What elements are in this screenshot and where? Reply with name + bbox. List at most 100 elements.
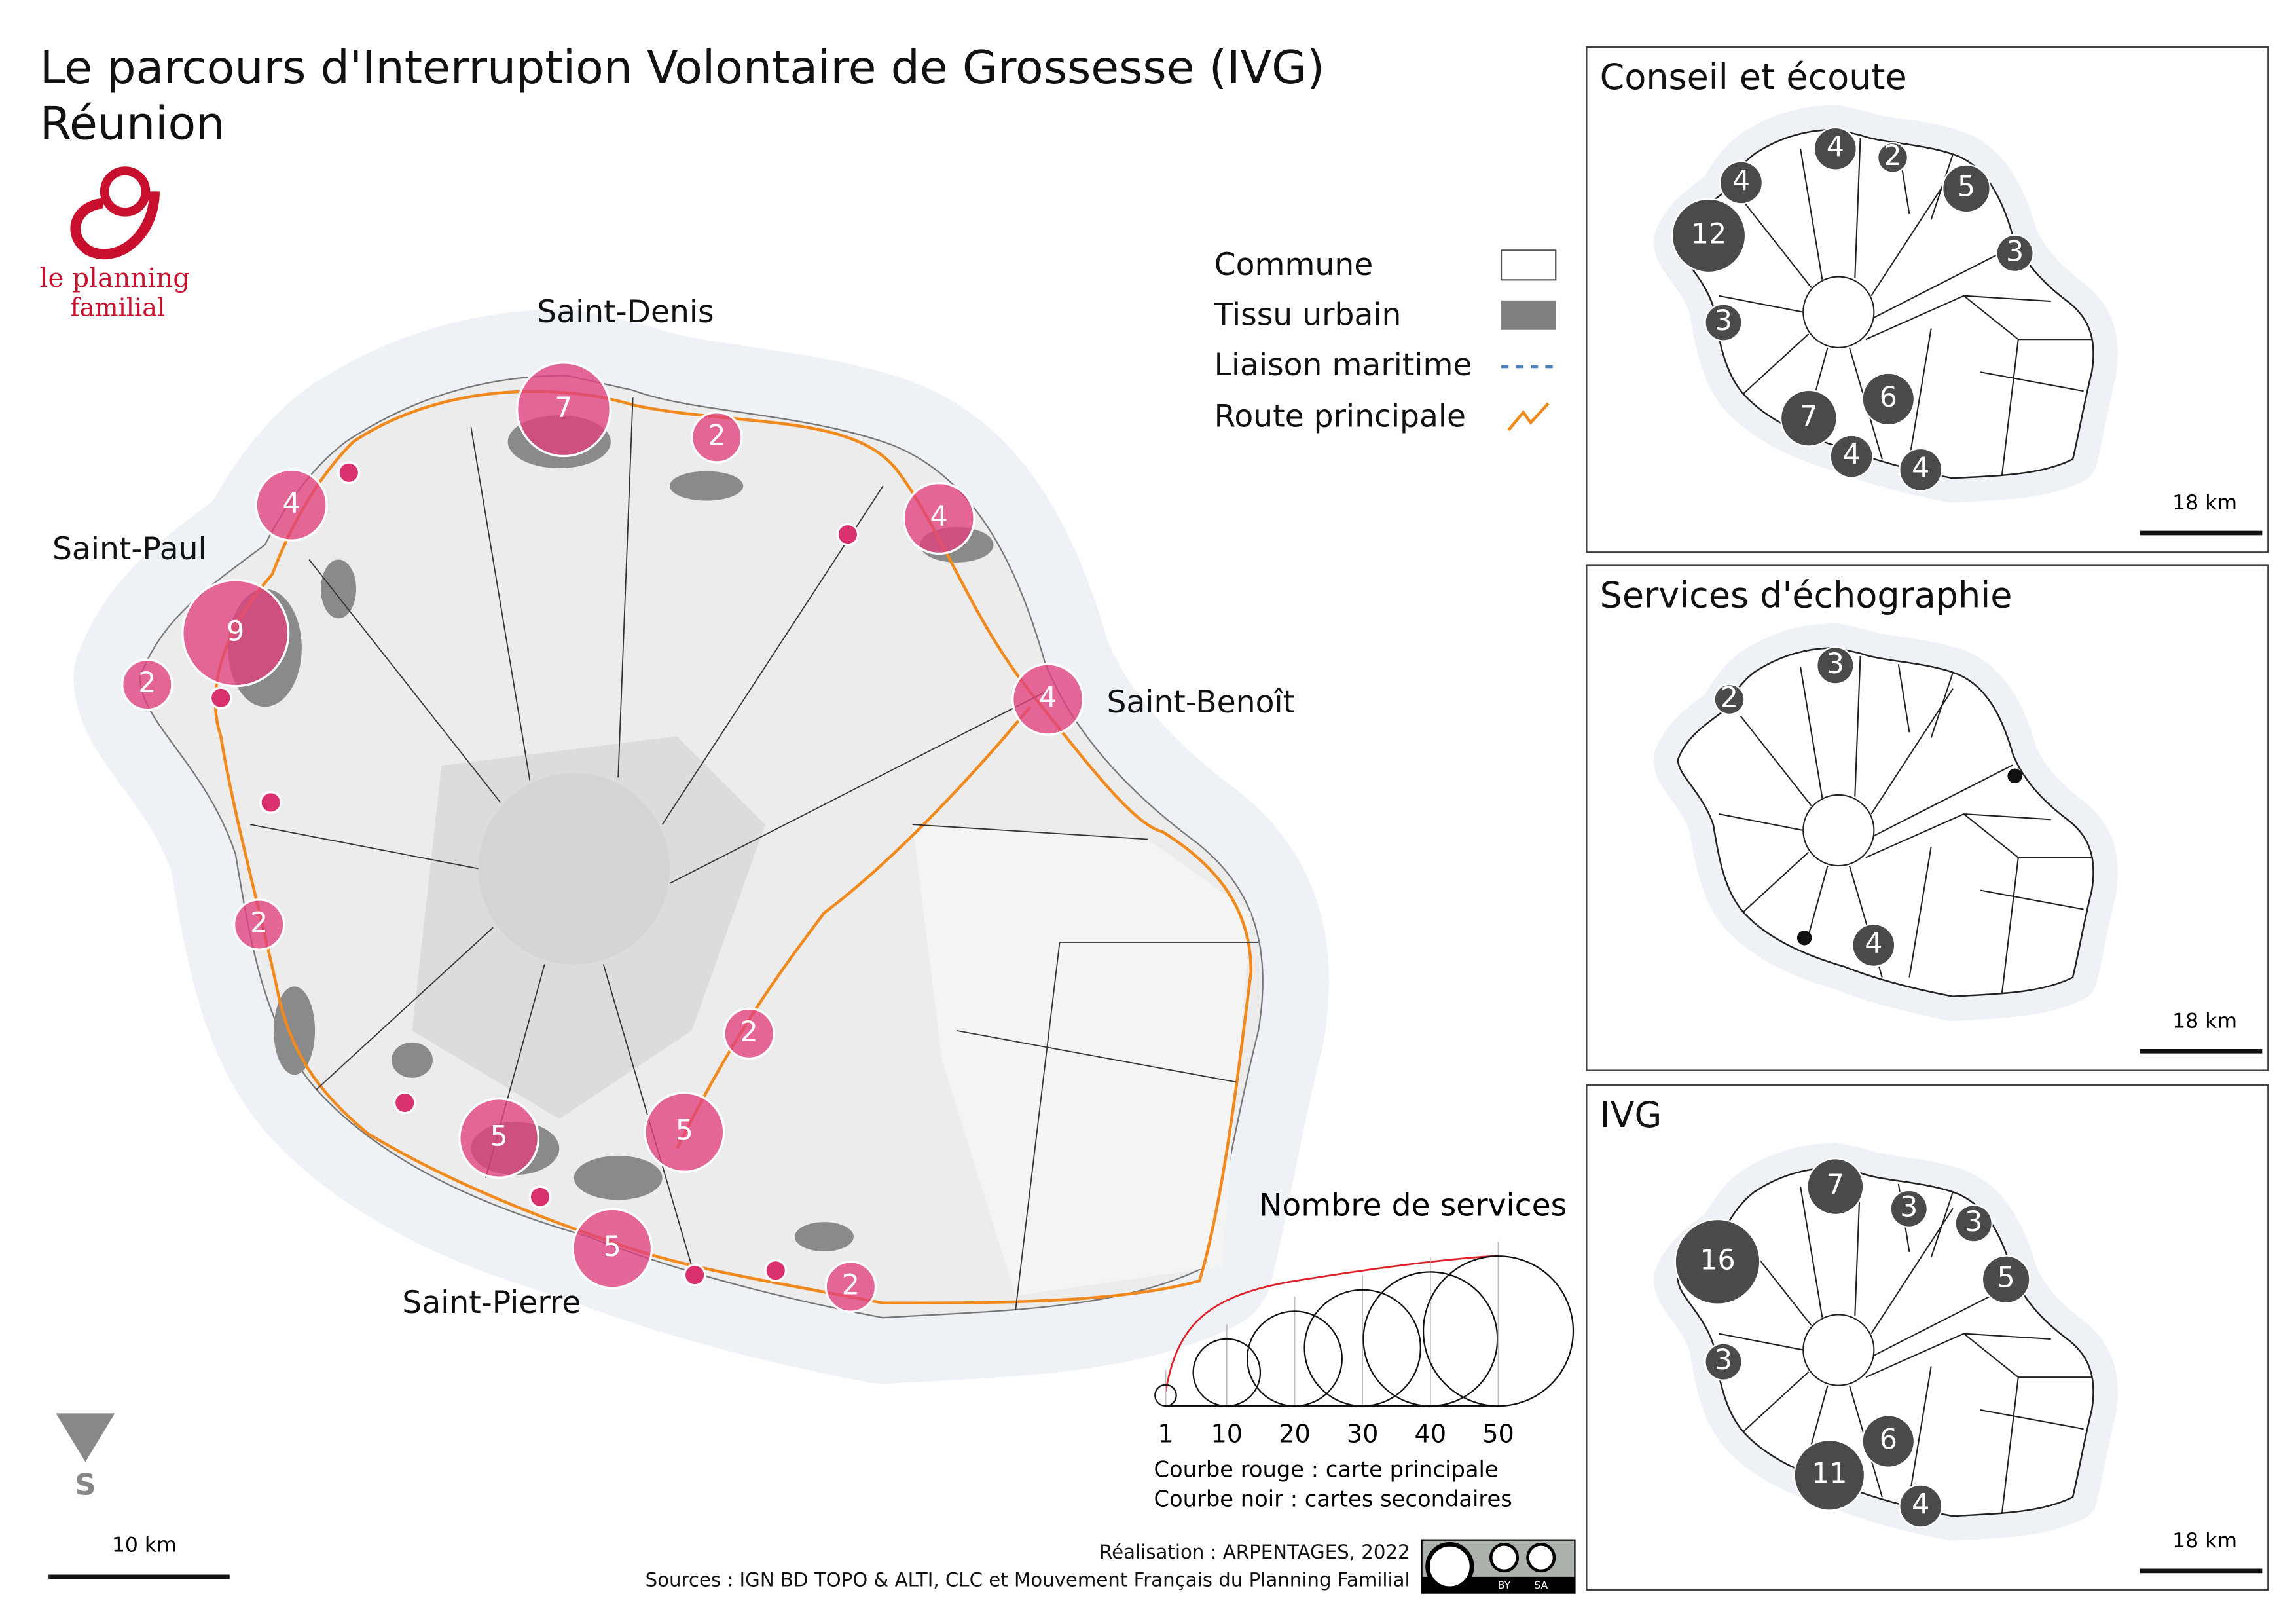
circle-label: 5 bbox=[1997, 1261, 2015, 1294]
legend-swatch bbox=[1507, 402, 1550, 432]
service-circle bbox=[1806, 1158, 1865, 1216]
logo-text: familial bbox=[70, 293, 165, 322]
tick-label: 10 bbox=[1211, 1420, 1243, 1449]
circle-label: 7 bbox=[555, 392, 572, 424]
circle-label: 5 bbox=[490, 1120, 508, 1153]
title: Réunion bbox=[40, 98, 225, 151]
service-circle bbox=[1829, 434, 1874, 479]
service-circle bbox=[1704, 1342, 1743, 1381]
service-circle bbox=[1674, 1218, 1761, 1305]
legend-label: Route principale bbox=[1214, 399, 1466, 435]
circle-label: 2 bbox=[708, 419, 725, 452]
circle-label: 4 bbox=[1732, 164, 1750, 197]
service-circle bbox=[902, 481, 975, 555]
service-circle bbox=[1942, 164, 1991, 213]
circle-label: 4 bbox=[1842, 439, 1860, 471]
small-site bbox=[764, 1259, 788, 1282]
circle-label: 4 bbox=[1827, 131, 1844, 164]
size-circle bbox=[1422, 1255, 1575, 1407]
circle-label: 5 bbox=[676, 1114, 693, 1147]
legend-swatch bbox=[1500, 249, 1557, 281]
title: Le parcours d'Interruption Volontaire de… bbox=[40, 41, 1325, 94]
service-circle bbox=[1889, 1189, 1928, 1228]
circle-label: 2 bbox=[842, 1269, 860, 1302]
license-icon bbox=[1425, 1542, 1474, 1591]
legend-swatch bbox=[1501, 300, 1556, 330]
service-circle bbox=[1899, 1484, 1943, 1528]
small-site bbox=[1796, 930, 1812, 946]
place-label: Saint-Pierre bbox=[402, 1285, 581, 1321]
circle-label: 16 bbox=[1700, 1244, 1735, 1276]
small-site bbox=[393, 1091, 416, 1115]
credit: Réalisation : ARPENTAGES, 2022 bbox=[1099, 1541, 1410, 1563]
scale-label: 18 km bbox=[2172, 1529, 2237, 1553]
service-circle bbox=[120, 658, 173, 711]
red-curve bbox=[1165, 1255, 1499, 1392]
size-legend-title: Nombre de services bbox=[1259, 1188, 1567, 1224]
license-icon bbox=[1489, 1543, 1520, 1573]
circle-label: 3 bbox=[1827, 648, 1844, 680]
circle-label: 11 bbox=[1812, 1457, 1847, 1490]
service-circle bbox=[1671, 198, 1747, 274]
small-site bbox=[337, 461, 361, 485]
license-text: SA bbox=[1534, 1579, 1548, 1591]
logo-mark bbox=[70, 191, 160, 259]
legend-note: Courbe rouge : carte principale bbox=[1154, 1457, 1498, 1483]
license-text: BY bbox=[1498, 1579, 1511, 1591]
service-circle bbox=[572, 1208, 653, 1289]
service-circle bbox=[1704, 303, 1743, 342]
tick-label: 1 bbox=[1157, 1420, 1173, 1449]
service-circle bbox=[1813, 126, 1857, 171]
legend-label: Tissu urbain bbox=[1214, 297, 1402, 333]
circle-label: 2 bbox=[1721, 682, 1738, 714]
small-site bbox=[528, 1185, 552, 1209]
place-labels: Saint-Denis Saint-Paul Saint-Benoît Sain… bbox=[52, 294, 1295, 1321]
legend-label: Liaison maritime bbox=[1214, 347, 1472, 383]
inset-title: IVG bbox=[1600, 1094, 1662, 1135]
tick-label: 20 bbox=[1279, 1420, 1311, 1449]
circle-label: 2 bbox=[250, 906, 268, 939]
orientation-label: S bbox=[75, 1467, 96, 1502]
circle-label: 2 bbox=[740, 1016, 758, 1048]
tick-label: 30 bbox=[1347, 1420, 1379, 1449]
service-circle bbox=[1816, 646, 1855, 685]
logo: le planning familial bbox=[40, 166, 191, 322]
service-circle bbox=[1851, 923, 1896, 967]
circle-label: 7 bbox=[1800, 400, 1817, 433]
service-circle bbox=[515, 361, 612, 458]
inset-title: Services d'échographie bbox=[1600, 575, 2013, 616]
circle-label: 4 bbox=[1865, 927, 1882, 960]
main-circles: 7 2 4 4 9 2 4 2 2 5 5 5 2 bbox=[120, 361, 1085, 1313]
tick-label: 40 bbox=[1415, 1420, 1447, 1449]
circle-label: 2 bbox=[138, 667, 156, 699]
small-site bbox=[2007, 768, 2022, 784]
service-circle bbox=[181, 579, 290, 688]
size-circle bbox=[1303, 1289, 1421, 1407]
circle-label: 3 bbox=[1965, 1206, 1982, 1238]
service-circle bbox=[723, 1007, 776, 1060]
service-circle bbox=[1779, 389, 1838, 447]
circle-label: 4 bbox=[1912, 1488, 1929, 1521]
legend: Commune Tissu urbain Liaison maritime Ro… bbox=[1214, 247, 1557, 435]
scale-label: 10 km bbox=[112, 1534, 177, 1557]
service-circle bbox=[824, 1261, 877, 1313]
license-icon bbox=[1526, 1543, 1556, 1573]
circle-label: 4 bbox=[930, 500, 948, 533]
circle-label: 4 bbox=[283, 487, 301, 520]
circle-label: 7 bbox=[1827, 1169, 1844, 1202]
service-circle bbox=[1793, 1439, 1866, 1511]
service-circle bbox=[255, 468, 328, 542]
small-site bbox=[259, 790, 283, 814]
place-label: Saint-Paul bbox=[52, 531, 207, 567]
service-circle bbox=[690, 411, 743, 464]
service-circle bbox=[1011, 663, 1085, 736]
tick-label: 50 bbox=[1482, 1420, 1514, 1449]
size-circle bbox=[1154, 1384, 1177, 1407]
logo-text: le planning bbox=[40, 262, 191, 293]
place-label: Saint-Denis bbox=[537, 294, 714, 330]
size-legend: Nombre de services Courbe rouge : carte … bbox=[1154, 1188, 1575, 1511]
circle-label: 3 bbox=[2006, 235, 2024, 268]
service-circle bbox=[1995, 234, 2034, 273]
